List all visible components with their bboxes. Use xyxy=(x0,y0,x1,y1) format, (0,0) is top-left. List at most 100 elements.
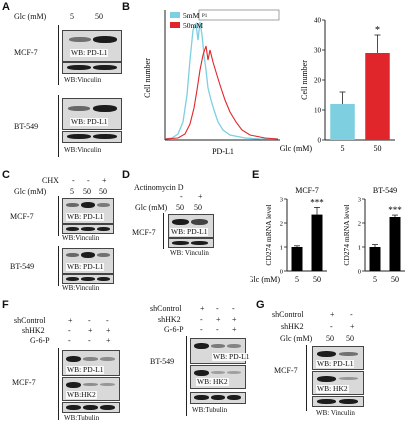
panel-f-row-shcontrol: shControl xyxy=(14,316,46,325)
flow-gate xyxy=(198,9,280,21)
panel-c-chx-3: + xyxy=(102,176,107,185)
flow-x-label: PD-L1 xyxy=(212,147,234,156)
y-axis-label: CD274 mRNA level xyxy=(264,204,273,265)
significance-marker: *** xyxy=(310,197,324,207)
panel-g-wb-vinculin: WB: Vinculin xyxy=(316,409,355,417)
panel-a-glc-5: 5 xyxy=(70,12,74,21)
panel-c-blot-pdl1-mcf7 xyxy=(62,198,114,224)
bar-chart-mcf7-mrna: 0 1 2 3 5 50 *** CD274 mRNA level MCF-7 Glc (mM) xyxy=(250,186,327,284)
panel-f2-v-1-2: + xyxy=(232,315,237,324)
panel-f-wb-tubulin-mcf7: WB:Tubulin xyxy=(64,414,100,422)
panel-c-cellline-bt549: BT-549 xyxy=(10,262,35,271)
panel-a-wb-vinculin-bt549: WB:Vinculin xyxy=(64,146,102,154)
panel-f-bracket-bt549 xyxy=(186,336,187,416)
panel-a-cellline-bt549: BT-549 xyxy=(14,122,39,131)
panel-f-v-0-2: - xyxy=(106,316,109,325)
panel-f2-v-0-0: + xyxy=(200,304,205,313)
panel-f2-v-0-1: - xyxy=(216,304,219,313)
panel-f-cellline-bt549: BT-549 xyxy=(150,357,175,366)
panel-c-chx-2: - xyxy=(87,176,90,185)
panel-label-c: C xyxy=(2,169,10,181)
y-axis-label: CD274 mRNA level xyxy=(342,204,351,265)
panel-f2-row-shhk2: shHK2 xyxy=(158,315,181,324)
x-tick-label: 5 xyxy=(295,275,299,284)
y-tick-label: 30 xyxy=(314,47,322,55)
y-tick-label: 3 xyxy=(358,197,361,204)
legend-label-50mm: 50mM xyxy=(183,21,203,30)
x-tick-label: 50 xyxy=(313,275,321,284)
bar xyxy=(291,247,303,271)
panel-f-wb-hk2-bt549: WB: HK2 xyxy=(196,377,229,386)
panel-g-v-0-0: + xyxy=(330,310,335,319)
y-tick-label: 20 xyxy=(314,77,322,85)
panel-d-glc-2: 50 xyxy=(194,203,202,212)
panel-g-v-2-0: 50 xyxy=(326,334,334,343)
y-tick-label: 2 xyxy=(280,221,283,228)
significance-marker: * xyxy=(375,25,380,36)
panel-c-glc-3: 50 xyxy=(99,187,107,196)
x-tick-label: 50 xyxy=(391,275,399,284)
panel-label-f: F xyxy=(2,299,9,311)
x-axis-label: Glc (mM) xyxy=(280,144,313,153)
panel-f-v-1-0: - xyxy=(68,326,71,335)
panel-f-v-1-2: + xyxy=(106,326,111,335)
panel-g-wb-hk2: WB: HK2 xyxy=(316,384,349,393)
panel-f2-v-0-2: - xyxy=(232,304,235,313)
panel-c-glc-2: 50 xyxy=(83,187,91,196)
panel-g-cellline: MCF-7 xyxy=(274,366,298,375)
panel-d-glc-1: 50 xyxy=(176,203,184,212)
flow-y-label: Cell number xyxy=(143,58,152,98)
panel-f-row-g6p: G-6-P xyxy=(30,336,50,345)
bar xyxy=(365,53,390,140)
panel-f-v-0-0: + xyxy=(68,316,73,325)
y-tick-label: 2 xyxy=(358,221,361,228)
panel-f-wb-pdl1-mcf7: WB: PD-L1 xyxy=(66,365,105,374)
panel-g-v-1-1: + xyxy=(350,322,355,331)
panel-f-wb-pdl1-bt549: WB: PD-L1 xyxy=(212,352,251,361)
x-tick-label: 5 xyxy=(341,144,345,153)
panel-d-wb-pdl1: WB: PD-L1 xyxy=(170,227,209,236)
panel-c-blot-vinculin-mcf7 xyxy=(62,224,114,234)
panel-d-bracket xyxy=(163,213,164,249)
panel-f-v-2-2: + xyxy=(106,336,111,345)
panel-c-wb-pdl1-bt549: WB: PD-L1 xyxy=(66,262,105,271)
panel-c-blot-vinculin-bt549 xyxy=(62,274,114,284)
flow-series-5mm xyxy=(164,21,278,140)
panel-c-bracket-mcf7 xyxy=(58,196,59,236)
panel-g-v-1-0: - xyxy=(330,322,333,331)
panel-f-v-2-1: - xyxy=(88,336,91,345)
y-tick-label: 40 xyxy=(314,17,322,25)
panel-d-act-2: + xyxy=(198,192,203,201)
panel-label-g: G xyxy=(256,299,265,311)
panel-g-v-2-1: 50 xyxy=(346,334,354,343)
y-axis-label: Cell number xyxy=(300,60,309,100)
significance-marker: *** xyxy=(388,205,402,215)
x-tick-label: 50 xyxy=(374,144,382,153)
panel-d-act-1: - xyxy=(180,192,183,201)
panel-f-row-shhk2: shHK2 xyxy=(22,326,45,335)
panel-label-b: B xyxy=(122,1,130,13)
panel-a-blot-vinculin-mcf7 xyxy=(62,62,122,74)
bar-chart-cell-number: 0 10 20 30 40 5 50 * Cell number Glc (mM) xyxy=(280,17,395,153)
panel-f-v-0-1: - xyxy=(88,316,91,325)
panel-f2-v-2-0: - xyxy=(200,325,203,334)
y-tick-label: 0 xyxy=(358,269,361,276)
panel-g-wb-pdl1: WB: PD-L1 xyxy=(316,359,355,368)
panel-a-wb-pdl1-mcf7: WB: PD-L1 xyxy=(70,48,109,57)
panel-a-bracket-mcf7 xyxy=(58,25,59,85)
panel-f-blot-tubulin-mcf7 xyxy=(62,402,120,413)
panel-b-figure: P1 Cell number PD-L1 5mM 50mM 0 10 20 30 40 5… xyxy=(143,9,395,156)
bar xyxy=(311,214,323,271)
chart-title: MCF-7 xyxy=(295,186,319,195)
flow-series-50mm xyxy=(164,45,279,140)
panel-f-v-2-0: - xyxy=(68,336,71,345)
y-tick-label: 10 xyxy=(314,107,322,115)
panel-a-blot-pdl1-mcf7 xyxy=(62,30,122,62)
legend-swatch-5mm xyxy=(170,12,180,18)
y-tick-label: 1 xyxy=(358,245,361,252)
panel-f-wb-tubulin-bt549: WB:Tubulin xyxy=(192,406,228,414)
panel-d-cellline: MCF-7 xyxy=(132,228,156,237)
panel-f-blot-tubulin-bt549 xyxy=(190,392,246,404)
legend-label-5mm: 5mM xyxy=(183,11,200,20)
